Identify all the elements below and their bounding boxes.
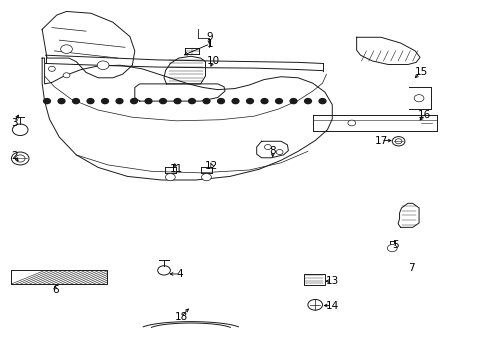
Polygon shape	[312, 116, 436, 131]
Circle shape	[413, 95, 423, 102]
Polygon shape	[304, 274, 325, 285]
Polygon shape	[42, 12, 135, 78]
Circle shape	[11, 152, 29, 165]
Circle shape	[246, 99, 253, 104]
Polygon shape	[256, 141, 288, 158]
Circle shape	[63, 73, 70, 78]
Circle shape	[97, 61, 109, 69]
Polygon shape	[356, 37, 419, 64]
Text: 1: 1	[206, 39, 213, 49]
Circle shape	[289, 99, 296, 104]
Circle shape	[232, 99, 239, 104]
Circle shape	[347, 120, 355, 126]
Circle shape	[102, 99, 108, 104]
Text: 4: 4	[177, 269, 183, 279]
Circle shape	[203, 99, 209, 104]
Text: 16: 16	[417, 110, 430, 120]
Circle shape	[145, 99, 152, 104]
Text: 11: 11	[169, 164, 183, 174]
Text: 12: 12	[205, 161, 218, 171]
Polygon shape	[397, 203, 418, 227]
Text: 8: 8	[269, 145, 276, 156]
Text: 14: 14	[325, 301, 338, 311]
Text: 6: 6	[52, 285, 59, 296]
Circle shape	[391, 136, 404, 146]
Circle shape	[304, 99, 311, 104]
Text: 5: 5	[391, 240, 398, 250]
Circle shape	[319, 99, 325, 104]
Circle shape	[261, 99, 267, 104]
Circle shape	[43, 99, 50, 104]
Circle shape	[58, 99, 65, 104]
Circle shape	[188, 99, 195, 104]
Circle shape	[275, 99, 282, 104]
Circle shape	[217, 99, 224, 104]
Circle shape	[174, 99, 181, 104]
Circle shape	[116, 99, 122, 104]
Polygon shape	[11, 270, 107, 284]
Circle shape	[276, 149, 283, 154]
Circle shape	[12, 124, 28, 135]
Circle shape	[264, 144, 271, 149]
Circle shape	[386, 244, 396, 252]
Polygon shape	[135, 84, 224, 101]
Text: 18: 18	[174, 312, 187, 322]
Circle shape	[61, 45, 72, 53]
Polygon shape	[42, 58, 331, 180]
Circle shape	[158, 266, 170, 275]
Text: 2: 2	[11, 150, 18, 161]
Circle shape	[48, 66, 55, 71]
Circle shape	[307, 300, 322, 310]
Text: 9: 9	[205, 32, 212, 41]
Circle shape	[72, 99, 79, 104]
Polygon shape	[163, 56, 205, 84]
Polygon shape	[143, 321, 238, 327]
Circle shape	[165, 174, 175, 181]
Text: 17: 17	[374, 136, 387, 145]
Circle shape	[201, 174, 211, 181]
Circle shape	[159, 99, 166, 104]
Circle shape	[15, 155, 25, 162]
Circle shape	[394, 139, 401, 144]
Text: 10: 10	[206, 56, 220, 66]
Circle shape	[130, 99, 137, 104]
Text: 13: 13	[325, 276, 338, 286]
Circle shape	[87, 99, 94, 104]
Text: 15: 15	[413, 67, 427, 77]
Text: 7: 7	[407, 263, 414, 273]
Text: 3: 3	[11, 118, 18, 128]
